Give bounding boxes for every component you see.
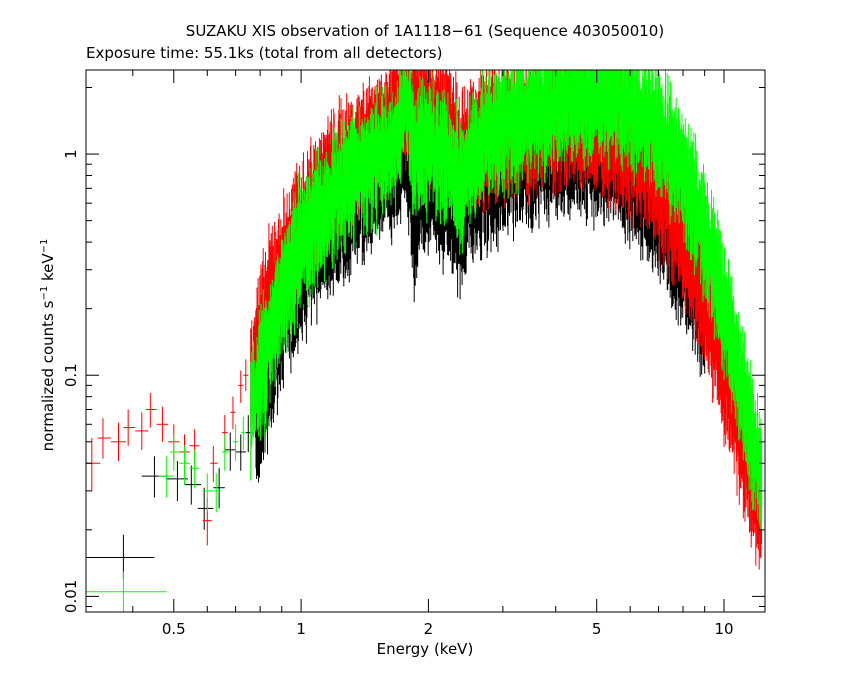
data-point	[184, 465, 202, 505]
data-point	[230, 396, 236, 430]
data-point	[158, 456, 174, 498]
data-point	[135, 412, 149, 450]
data-point	[86, 534, 155, 579]
data-layer	[86, 70, 762, 612]
data-point	[179, 445, 190, 485]
data-point	[211, 473, 221, 513]
data-point	[224, 432, 236, 471]
data-point	[221, 434, 229, 471]
data-point	[170, 434, 180, 471]
data-point	[86, 571, 167, 612]
series-2	[86, 70, 762, 612]
data-point	[123, 409, 136, 446]
x-tick-label: 2	[424, 620, 434, 638]
chart-subtitle: Exposure time: 55.1ks (total from all de…	[86, 44, 443, 62]
y-axis-label-exponent: −1	[39, 285, 50, 301]
x-tick-label: 5	[592, 620, 602, 638]
y-tick-label: 0.1	[62, 363, 80, 387]
y-tick-label: 1	[62, 149, 80, 159]
data-point	[189, 449, 200, 488]
data-point	[146, 393, 157, 428]
y-axis-label-unit: keV	[39, 253, 57, 286]
x-tick-label: 1	[296, 620, 306, 638]
data-point	[197, 487, 214, 530]
data-point	[235, 434, 246, 471]
y-axis-label-base: normalized counts s	[39, 300, 57, 452]
plot-frame	[85, 69, 766, 613]
data-point	[240, 416, 246, 450]
x-axis-label: Energy (keV)	[376, 640, 474, 658]
y-axis-label-unit-exponent: −1	[39, 238, 50, 254]
data-point	[213, 468, 225, 509]
spectrum-trace-2	[250, 70, 762, 530]
data-point	[243, 359, 249, 391]
data-point	[156, 406, 169, 442]
x-tick-label: 0.5	[162, 620, 186, 638]
chart-title: SUZAKU XIS observation of 1A1118−61 (Seq…	[185, 22, 665, 40]
data-point	[238, 370, 244, 403]
data-point	[202, 473, 212, 513]
data-point	[232, 424, 239, 461]
data-point	[97, 418, 111, 459]
data-point	[110, 422, 126, 461]
axis-layer: 0.5 1 2 5 10 0.01 0.1 1	[62, 69, 766, 638]
data-point	[210, 445, 218, 482]
y-axis-label: normalized counts s−1 keV−1	[39, 239, 57, 452]
x-tick-label: 10	[714, 620, 733, 638]
data-point	[86, 438, 101, 491]
data-point	[141, 456, 167, 498]
y-tick-label: 0.01	[62, 580, 80, 613]
